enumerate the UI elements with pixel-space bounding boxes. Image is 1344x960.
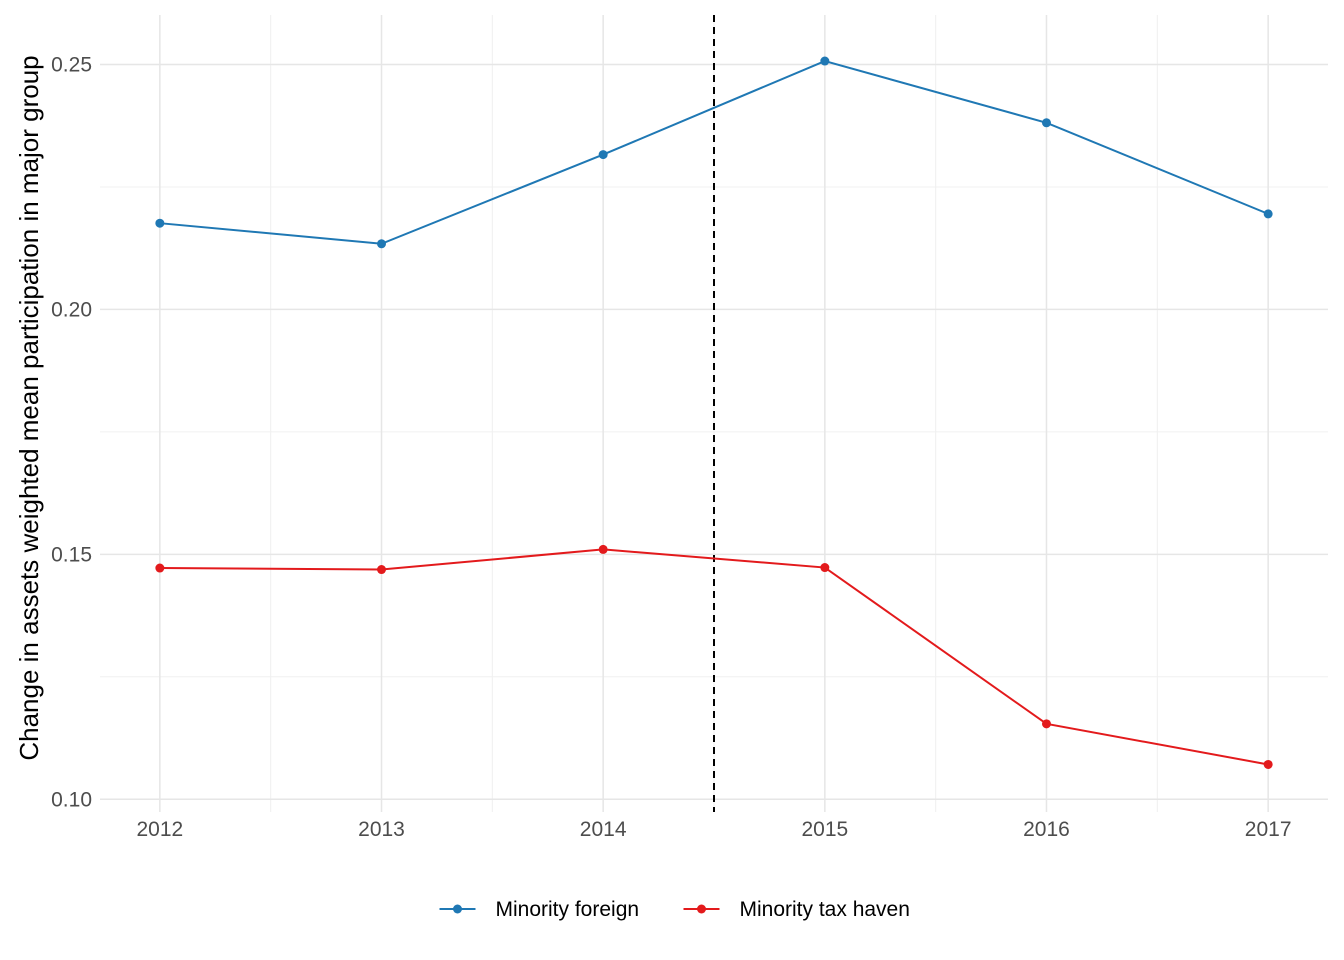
legend: Minority foreign Minority tax haven <box>439 898 910 921</box>
x-tick-label: 2016 <box>1023 818 1070 841</box>
x-axis-ticks: 2012 2013 2014 2015 2016 2017 <box>136 818 1291 841</box>
data-point-minority-tax-haven <box>598 544 608 554</box>
y-tick-label: 0.20 <box>51 298 92 321</box>
data-point-minority-foreign <box>598 150 608 160</box>
legend-key-point <box>453 904 462 914</box>
series-line-minority-foreign <box>159 59 1269 245</box>
legend-label: Minority tax haven <box>740 898 910 921</box>
data-point-minority-foreign <box>820 56 830 66</box>
y-axis-title: Change in assets weighted mean participa… <box>14 55 44 760</box>
data-point-minority-tax-haven <box>155 563 165 573</box>
data-point-minority-foreign <box>1263 209 1273 219</box>
x-tick-label: 2012 <box>136 818 183 841</box>
legend-item-minority-tax-haven: Minority tax haven <box>683 898 910 921</box>
y-tick-label: 0.15 <box>51 543 92 566</box>
series-line-minority-tax-haven <box>159 548 1269 766</box>
series-layer <box>155 56 1273 769</box>
y-tick-label: 0.10 <box>51 788 92 811</box>
x-tick-label: 2013 <box>358 818 405 841</box>
data-point-minority-tax-haven <box>377 565 387 575</box>
data-point-minority-foreign <box>377 239 387 249</box>
data-point-minority-tax-haven <box>820 563 830 573</box>
data-point-minority-foreign <box>1041 118 1051 128</box>
major-gridlines <box>100 15 1328 812</box>
x-tick-label: 2014 <box>580 818 627 841</box>
data-point-minority-tax-haven <box>1041 719 1051 729</box>
legend-item-minority-foreign: Minority foreign <box>439 898 640 921</box>
x-tick-label: 2017 <box>1245 818 1292 841</box>
y-tick-label: 0.25 <box>51 53 92 76</box>
y-axis-ticks: 0.10 0.15 0.20 0.25 <box>51 53 92 811</box>
data-point-minority-tax-haven <box>1263 759 1273 769</box>
data-point-minority-foreign <box>155 218 165 228</box>
x-tick-label: 2015 <box>801 818 848 841</box>
legend-key-point <box>697 904 706 914</box>
legend-label: Minority foreign <box>496 898 640 921</box>
